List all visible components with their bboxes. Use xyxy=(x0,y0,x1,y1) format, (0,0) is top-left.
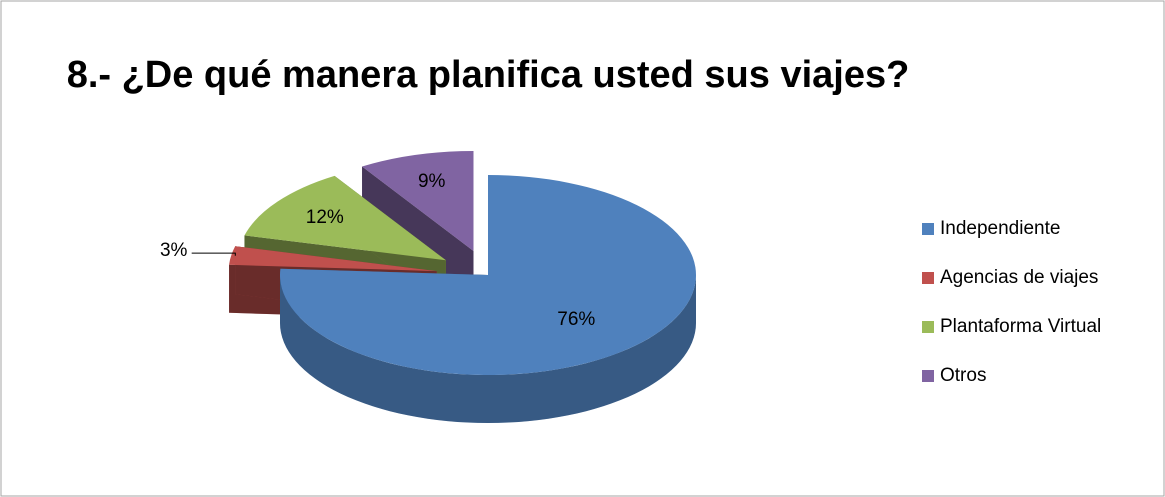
slice-side xyxy=(280,275,696,423)
legend-label: Agencias de viajes xyxy=(940,267,1098,288)
slice-top xyxy=(244,175,446,261)
data-label: 12% xyxy=(306,207,344,228)
legend-swatch xyxy=(922,321,934,333)
slice-top xyxy=(362,150,474,251)
legend-swatch xyxy=(922,223,934,235)
slice-top xyxy=(229,246,437,272)
legend-label: Independiente xyxy=(940,218,1060,239)
chart-title: 8.- ¿De qué manera planifica usted sus v… xyxy=(67,54,910,96)
slice-top xyxy=(279,175,696,375)
data-label: 9% xyxy=(418,171,446,192)
legend-swatch xyxy=(922,272,934,284)
legend-label: Otros xyxy=(940,365,986,386)
slice-shade xyxy=(280,275,696,423)
data-label: 3% xyxy=(160,240,188,261)
slice xyxy=(279,175,696,423)
data-label: 76% xyxy=(557,309,595,330)
legend-swatch xyxy=(922,370,934,382)
leader-line xyxy=(191,252,236,256)
legend-label: Plantaforma Virtual xyxy=(940,316,1101,337)
